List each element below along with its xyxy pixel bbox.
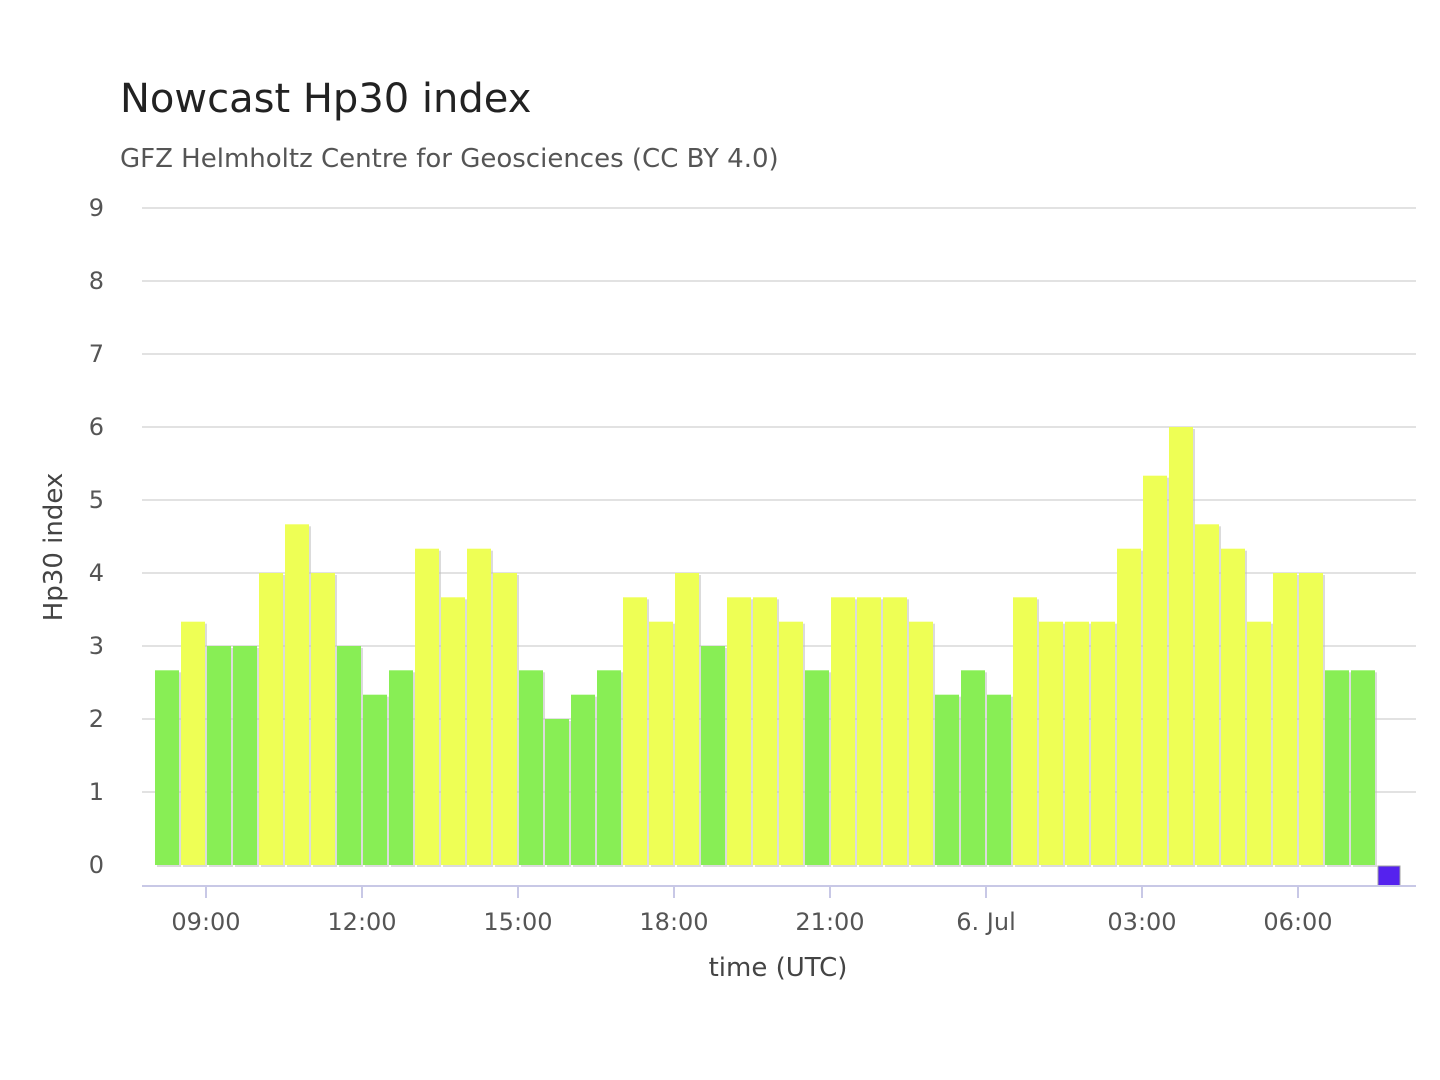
bar — [935, 694, 959, 865]
y-tick-label: 7 — [89, 340, 104, 368]
chart-subtitle: GFZ Helmholtz Centre for Geosciences (CC… — [120, 144, 779, 174]
x-tick-label: 06:00 — [1263, 908, 1332, 936]
bar — [155, 670, 179, 865]
bar — [1351, 670, 1375, 865]
bar — [1169, 427, 1193, 865]
bar — [1013, 597, 1037, 865]
bar — [961, 670, 985, 865]
bar — [441, 597, 465, 865]
bar — [519, 670, 543, 865]
y-tick-label: 8 — [89, 267, 104, 295]
x-tick-label: 03:00 — [1107, 908, 1176, 936]
y-tick-label: 6 — [89, 413, 104, 441]
bar — [701, 646, 725, 865]
bar — [597, 670, 621, 865]
x-tick-label: 21:00 — [795, 908, 864, 936]
y-axis-label: Hp30 index — [39, 473, 69, 622]
bar — [779, 621, 803, 865]
bar — [389, 670, 413, 865]
bar — [493, 573, 517, 865]
chart-title: Nowcast Hp30 index — [120, 76, 532, 122]
x-tick-label: 6. Jul — [956, 908, 1015, 936]
bar — [571, 694, 595, 865]
y-tick-label: 2 — [89, 705, 104, 733]
bar — [285, 524, 309, 865]
bar — [675, 573, 699, 865]
bar — [181, 621, 205, 865]
y-tick-label: 1 — [89, 778, 104, 806]
bar — [649, 621, 673, 865]
bar — [1039, 621, 1063, 865]
bar — [467, 548, 491, 865]
bar — [337, 646, 361, 865]
bar — [909, 621, 933, 865]
bar — [831, 597, 855, 865]
y-tick-label: 5 — [89, 486, 104, 514]
bar — [1143, 475, 1167, 865]
x-tick-label: 18:00 — [639, 908, 708, 936]
bar — [1221, 548, 1245, 865]
bar — [1117, 548, 1141, 865]
x-tick-label: 12:00 — [327, 908, 396, 936]
bar — [987, 694, 1011, 865]
bar — [857, 597, 881, 865]
bar — [1325, 670, 1349, 865]
bar — [727, 597, 751, 865]
x-tick-label: 09:00 — [171, 908, 240, 936]
x-tick-label: 15:00 — [483, 908, 552, 936]
bar — [259, 573, 283, 865]
bar — [1273, 573, 1297, 865]
bar — [363, 694, 387, 865]
bar — [1377, 865, 1401, 887]
bar — [623, 597, 647, 865]
y-tick-label: 3 — [89, 632, 104, 660]
bar — [753, 597, 777, 865]
bar — [883, 597, 907, 865]
x-axis-label: time (UTC) — [709, 953, 848, 983]
y-tick-label: 0 — [89, 851, 104, 879]
x-axis: 09:00 12:00 15:00 18:00 21:00 6. Jul 03:00 06:0… — [142, 885, 1416, 936]
bars — [155, 427, 1401, 887]
bar — [1195, 524, 1219, 865]
y-tick-label: 4 — [89, 559, 104, 587]
bar — [1247, 621, 1271, 865]
bar — [415, 548, 439, 865]
bar — [207, 646, 231, 865]
y-tick-label: 9 — [89, 194, 104, 222]
bar — [1065, 621, 1089, 865]
bar — [545, 719, 569, 865]
bar — [1299, 573, 1323, 865]
bar — [233, 646, 257, 865]
bar — [1091, 621, 1115, 865]
y-axis-ticks: 0 1 2 3 4 5 6 7 8 9 — [89, 194, 104, 879]
bar — [805, 670, 829, 865]
bar — [311, 573, 335, 865]
